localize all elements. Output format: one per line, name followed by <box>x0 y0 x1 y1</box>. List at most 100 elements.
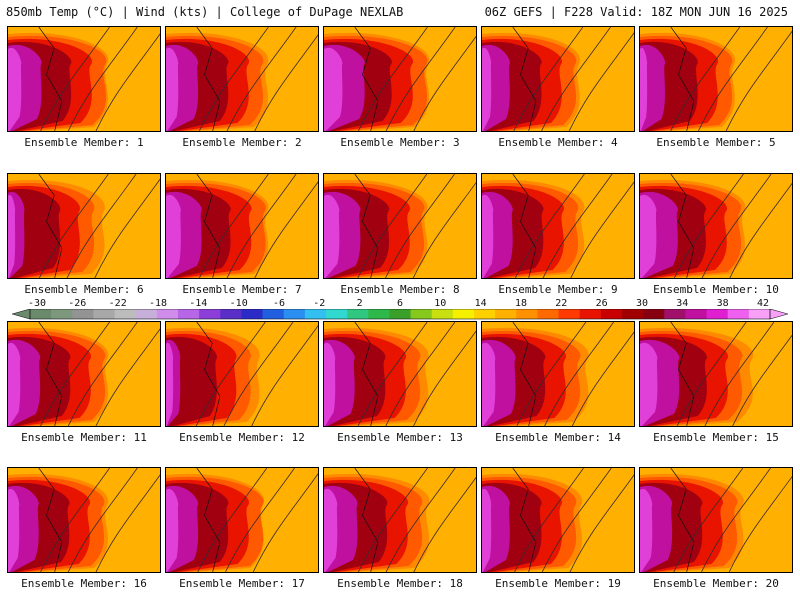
colorbar-segment <box>727 309 750 319</box>
temperature-shading <box>640 488 653 572</box>
temperature-shading <box>166 488 179 572</box>
ensemble-member-map <box>7 173 161 279</box>
ensemble-member-map <box>639 26 793 132</box>
coastline <box>196 27 221 131</box>
colorbar-tick-label: -6 <box>272 298 286 309</box>
ensemble-member-label: Ensemble Member: 15 <box>653 431 779 444</box>
colorbar-segment <box>495 309 517 319</box>
ensemble-member-label: Ensemble Member: 1 <box>24 136 144 149</box>
height-contour <box>385 322 456 426</box>
temperature-shading <box>8 488 20 572</box>
height-contour <box>385 174 455 278</box>
colorbar-tick-label: 10 <box>434 298 447 309</box>
coastline <box>512 174 537 278</box>
height-contour <box>357 322 428 426</box>
temperature-shading <box>640 194 657 278</box>
coastline <box>670 322 695 426</box>
coastline <box>196 174 221 278</box>
colorbar-tick-label: 38 <box>716 298 729 309</box>
height-contour <box>226 27 297 131</box>
colorbar-segment <box>72 309 94 319</box>
height-contour <box>251 325 318 426</box>
colorbar-segment <box>643 309 665 319</box>
colorbar-segment <box>748 309 771 319</box>
colorbar-segment <box>431 309 454 319</box>
colorbar-tick-label: -22 <box>108 298 127 309</box>
colorbar-segment <box>93 309 116 319</box>
ensemble-member-map <box>639 173 793 279</box>
coastline <box>38 322 63 426</box>
colorbar-segment <box>347 309 369 319</box>
colorbar-segment <box>156 309 179 319</box>
colorbar-tick-label: 34 <box>676 298 689 309</box>
height-contour <box>514 174 585 278</box>
colorbar-segment <box>262 309 285 319</box>
height-contour <box>197 468 268 572</box>
height-contour <box>698 27 768 131</box>
colorbar-segment <box>706 309 729 319</box>
coastline <box>38 468 63 572</box>
colorbar-segment <box>368 309 390 319</box>
ensemble-member-map <box>165 467 319 573</box>
temperature-shading <box>482 488 492 572</box>
ensemble-member-map <box>481 173 635 279</box>
height-contour <box>40 27 110 131</box>
temperature-shading <box>482 47 492 131</box>
ensemble-member-label: Ensemble Member: 11 <box>21 431 147 444</box>
temperature-shading <box>8 194 16 278</box>
colorbar-segment <box>558 309 581 319</box>
temperature-colorbar: -30 -26 -22 -18 -14 -10 -6 -2 2 6 10 14 18 22 26 30 34 38… <box>12 298 788 320</box>
colorbar-tick-label: -30 <box>27 298 47 309</box>
height-contour <box>413 476 476 572</box>
height-contour <box>676 322 747 426</box>
height-contour <box>544 322 614 426</box>
ensemble-member-map <box>7 467 161 573</box>
coastline <box>512 27 537 131</box>
height-contour <box>541 27 611 131</box>
height-contour <box>198 174 269 278</box>
ensemble-member-label: Ensemble Member: 13 <box>337 431 463 444</box>
height-contour <box>66 174 137 278</box>
temperature-shading <box>640 342 658 426</box>
colorbar-segment <box>579 309 602 319</box>
colorbar-segment <box>51 309 73 319</box>
height-contour <box>413 35 476 131</box>
temperature-shading <box>166 342 174 426</box>
ensemble-member-map <box>323 26 477 132</box>
height-contour <box>254 181 318 278</box>
temperature-shading <box>8 47 22 131</box>
ensemble-member-label: Ensemble Member: 2 <box>182 136 302 149</box>
height-contour <box>40 468 110 572</box>
height-contour <box>514 468 584 572</box>
height-contour <box>357 27 428 131</box>
colorbar-tick-label: 26 <box>595 298 608 309</box>
temperature-shading <box>324 488 338 572</box>
colorbar-tick-label: -18 <box>148 298 168 309</box>
ensemble-member-label: Ensemble Member: 20 <box>653 577 779 590</box>
height-contour <box>571 331 634 426</box>
ensemble-member-label: Ensemble Member: 12 <box>179 431 305 444</box>
ensemble-member-map <box>639 321 793 427</box>
temperature-shading <box>482 342 496 426</box>
colorbar-segment <box>410 309 433 319</box>
coastline <box>38 27 63 131</box>
colorbar-segment <box>685 309 708 319</box>
colorbar-segment <box>114 309 137 319</box>
colorbar-segment <box>30 309 52 319</box>
temperature-shading <box>324 47 343 131</box>
colorbar-segment <box>537 309 560 319</box>
colorbar-scale <box>12 309 788 320</box>
temperature-shading <box>166 47 179 131</box>
ensemble-member-map <box>323 173 477 279</box>
height-contour <box>95 328 160 426</box>
colorbar-segment <box>241 309 264 319</box>
colorbar-segment <box>326 309 348 319</box>
ensemble-member-label: Ensemble Member: 4 <box>498 136 618 149</box>
ensemble-member-map <box>165 26 319 132</box>
ensemble-member-label: Ensemble Member: 18 <box>337 577 463 590</box>
temperature-shading <box>324 194 340 278</box>
height-contour <box>67 322 138 426</box>
colorbar-tick-label: 14 <box>474 298 487 309</box>
height-contour <box>542 174 613 278</box>
ensemble-member-label: Ensemble Member: 7 <box>182 283 302 296</box>
